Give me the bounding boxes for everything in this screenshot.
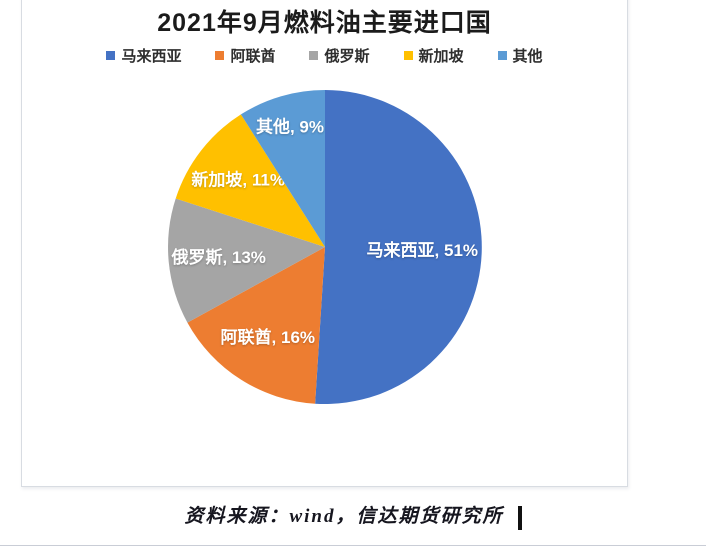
legend-label-singapore: 新加坡 — [418, 48, 464, 65]
legend-swatch-malaysia — [106, 51, 116, 60]
source-text: 资料来源：wind，信达期货研究所 — [184, 506, 504, 527]
legend-label-uae: 阿联酋 — [230, 48, 276, 65]
legend-item-russia[interactable]: 俄罗斯 — [309, 45, 370, 66]
legend-swatch-singapore — [403, 51, 413, 60]
pie-data-label-4: 其他, 9% — [256, 116, 324, 136]
chart-frame: 2021年9月燃料油主要进口国 马来西亚 阿联酋 俄罗斯 新加坡 其他 — [21, 0, 628, 487]
legend-item-singapore[interactable]: 新加坡 — [403, 45, 464, 66]
legend-swatch-russia — [309, 51, 319, 60]
legend-item-uae[interactable]: 阿联酋 — [215, 45, 275, 66]
legend: 马来西亚 阿联酋 俄罗斯 新加坡 其他 — [22, 45, 627, 66]
pie-data-label-2: 俄罗斯, 13% — [170, 247, 265, 267]
source-line[interactable]: 资料来源：wind，信达期货研究所 — [0, 501, 706, 530]
pie-slice-1[interactable] — [187, 247, 325, 404]
chart-title: 2021年9月燃料油主要进口国 — [157, 9, 492, 37]
pie-slice-0[interactable] — [315, 90, 482, 404]
pie-chart: 马来西亚, 51% 阿联酋, 16% 俄罗斯, 13% 新加坡, 11% 其他, 9% — [168, 90, 482, 404]
legend-item-other[interactable]: 其他 — [497, 45, 543, 66]
pie-slice-3[interactable] — [175, 114, 325, 248]
text-cursor — [517, 505, 522, 530]
legend-swatch-uae — [215, 51, 225, 60]
legend-item-malaysia[interactable]: 马来西亚 — [106, 45, 181, 66]
pie-slice-4[interactable] — [240, 90, 325, 247]
pie-data-label-1: 阿联酋, 16% — [221, 327, 315, 347]
pie-data-label-3: 新加坡, 11% — [191, 170, 285, 190]
pie-data-label-0: 马来西亚, 51% — [367, 240, 478, 260]
legend-label-malaysia: 马来西亚 — [121, 48, 182, 65]
pie-slice-2[interactable] — [168, 198, 325, 323]
legend-swatch-other — [497, 51, 507, 60]
legend-label-russia: 俄罗斯 — [324, 48, 370, 65]
legend-label-other: 其他 — [512, 48, 543, 65]
